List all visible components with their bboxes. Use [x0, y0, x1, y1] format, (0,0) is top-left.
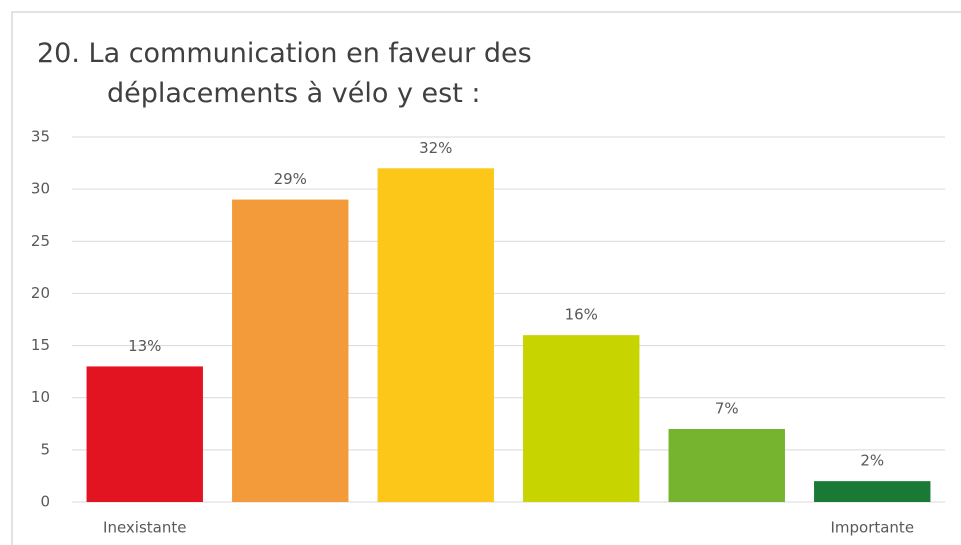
data-label: 29% [274, 170, 307, 188]
y-tick-label: 35 [31, 128, 50, 146]
data-label: 2% [860, 452, 884, 470]
bar [814, 481, 931, 502]
bar [232, 199, 349, 503]
bar [86, 366, 203, 502]
x-tick-label: Inexistante [103, 519, 186, 537]
y-tick-label: 0 [40, 493, 50, 511]
frame [11, 11, 961, 545]
data-label: 13% [128, 337, 161, 355]
chart-title: 20. La communication en faveur des dépla… [37, 38, 532, 109]
bar [523, 335, 640, 502]
x-tick-label: Importante [830, 519, 914, 537]
y-tick-label: 5 [40, 440, 50, 458]
y-tick-label: 30 [31, 180, 50, 198]
data-label: 16% [565, 306, 598, 324]
bar [668, 429, 785, 502]
bar [377, 168, 494, 503]
data-label: 7% [715, 400, 739, 418]
data-label: 32% [419, 139, 452, 157]
y-tick-label: 20 [31, 284, 50, 302]
y-tick-label: 15 [31, 336, 50, 354]
y-tick-label: 25 [31, 232, 50, 250]
y-tick-label: 10 [31, 388, 50, 406]
